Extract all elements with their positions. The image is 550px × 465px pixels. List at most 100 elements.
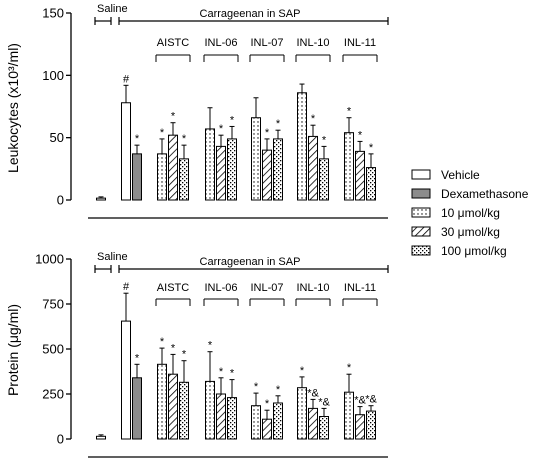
group-label: INL-11	[344, 37, 376, 49]
significance-mark: *	[182, 349, 187, 361]
dose-bar-inl-10-0	[297, 387, 307, 440]
dose-bar-inl-07-1	[262, 149, 272, 201]
significance-mark: *	[171, 111, 176, 123]
significance-mark: *	[230, 368, 235, 380]
significance-mark: *	[230, 114, 235, 126]
legend-label: 10 μmol/kg	[441, 206, 500, 220]
significance-mark: *	[219, 366, 224, 378]
significance-mark: *	[358, 129, 363, 141]
legend-swatch-gray	[411, 188, 431, 199]
dose-bar-inl-06-2	[227, 397, 237, 440]
significance-mark: *	[135, 133, 140, 145]
protein-axis-label: Protein (μg/ml)	[5, 304, 21, 396]
significance-mark: *	[135, 352, 140, 364]
protein-panel: Protein (μg/ml) 0 250 500 750 1000 Saline Carr…	[5, 251, 389, 458]
dose-bar-aistc-0	[157, 153, 167, 201]
dose-bar-inl-06-0	[205, 380, 215, 440]
significance-mark: *	[369, 142, 374, 154]
dose-bar-aistc-0	[157, 363, 167, 440]
dose-bar-inl-10-2	[319, 416, 329, 440]
dose-bar-inl-07-2	[273, 138, 283, 201]
significance-mark: *&	[318, 396, 330, 408]
group-label: INL-06	[204, 282, 237, 294]
carrageenan-label: Carrageenan in SAP	[200, 256, 301, 268]
significance-mark: *&	[307, 387, 319, 399]
dose-bar-inl-10-1	[308, 407, 318, 440]
significance-mark: *	[160, 127, 165, 139]
y-tick-label: 750	[42, 297, 64, 312]
group-label: INL-07	[250, 37, 283, 49]
dose-bar-inl-11-0	[344, 391, 354, 440]
saline-label: Saline	[97, 3, 128, 15]
dose-bar-inl-06-0	[205, 128, 215, 201]
y-tick-label: 250	[42, 387, 64, 402]
group-label: INL-11	[344, 282, 376, 294]
group-label: AISTC	[157, 37, 189, 49]
dose-bar-inl-11-2	[366, 410, 376, 440]
legend-swatch-checker	[411, 245, 431, 256]
dose-bar-inl-11-1	[355, 150, 365, 201]
vehicle-bar	[121, 102, 131, 201]
dose-bar-aistc-1	[168, 373, 178, 440]
dexamethasone-bar	[132, 377, 142, 440]
significance-mark: *	[347, 106, 352, 118]
dose-bar-inl-07-0	[251, 117, 261, 201]
significance-mark: *	[276, 384, 281, 396]
dose-bar-inl-11-1	[355, 414, 365, 440]
saline-bar	[96, 197, 106, 201]
dose-bar-inl-10-2	[319, 158, 329, 201]
saline-label: Saline	[97, 251, 128, 263]
significance-mark: *	[300, 365, 305, 377]
significance-mark: #	[123, 281, 130, 293]
dose-bar-inl-10-0	[297, 92, 307, 201]
leukocytes-axis-label: Leukocytes (x10³/ml)	[5, 43, 21, 173]
dose-bar-inl-11-0	[344, 132, 354, 201]
group-label: INL-10	[296, 282, 329, 294]
legend-label: 30 μmol/kg	[441, 225, 500, 239]
dose-bar-inl-10-1	[308, 135, 318, 201]
y-tick-label: 50	[50, 130, 64, 145]
y-tick-label: 0	[57, 193, 64, 208]
significance-mark: *	[265, 127, 270, 139]
dose-bar-inl-06-1	[216, 393, 226, 440]
group-label: AISTC	[157, 282, 189, 294]
dose-bar-inl-06-1	[216, 145, 226, 201]
carrageenan-label: Carrageenan in SAP	[200, 8, 301, 20]
significance-mark: *&	[365, 394, 377, 406]
significance-mark: *	[322, 134, 327, 146]
significance-mark: *&	[354, 395, 366, 407]
y-tick-label: 500	[42, 342, 64, 357]
dose-bar-inl-06-2	[227, 138, 237, 201]
dose-bar-aistc-2	[179, 158, 189, 201]
significance-mark: *	[276, 118, 281, 130]
dexamethasone-bar	[132, 153, 142, 201]
significance-mark: *	[160, 336, 165, 348]
legend-label: 100 μmol/kg	[441, 244, 507, 258]
group-label: INL-10	[296, 37, 329, 49]
significance-mark: *	[254, 381, 259, 393]
legend-swatch-white	[411, 169, 431, 180]
significance-mark: *	[171, 342, 176, 354]
dose-bar-inl-07-0	[251, 405, 261, 440]
saline-bar	[96, 435, 106, 440]
group-label: INL-06	[204, 37, 237, 49]
significance-mark: *	[311, 113, 316, 125]
significance-mark: *	[347, 362, 352, 374]
dose-bar-inl-07-2	[273, 402, 283, 440]
legend-swatch-hatch	[411, 226, 431, 237]
vehicle-bar	[121, 320, 131, 440]
significance-mark: *	[208, 340, 213, 352]
legend-label: Dexamethasone	[441, 187, 529, 201]
significance-mark: *	[182, 133, 187, 145]
leukocytes-panel: Leukocytes (x10³/ml) 0 50 100 150 Saline Carr…	[5, 3, 389, 219]
y-tick-label: 100	[42, 68, 64, 83]
group-label: INL-07	[250, 282, 283, 294]
significance-mark: *	[265, 398, 270, 410]
legend-swatch-dots	[411, 207, 431, 218]
significance-mark: #	[123, 73, 130, 85]
legend: Vehicle Dexamethasone 10 μmol/kg 30 μmol/kg…	[411, 168, 529, 258]
y-tick-label: 150	[42, 6, 64, 21]
significance-mark: *	[219, 123, 224, 135]
legend-label: Vehicle	[441, 168, 480, 182]
dose-bar-aistc-2	[179, 381, 189, 440]
